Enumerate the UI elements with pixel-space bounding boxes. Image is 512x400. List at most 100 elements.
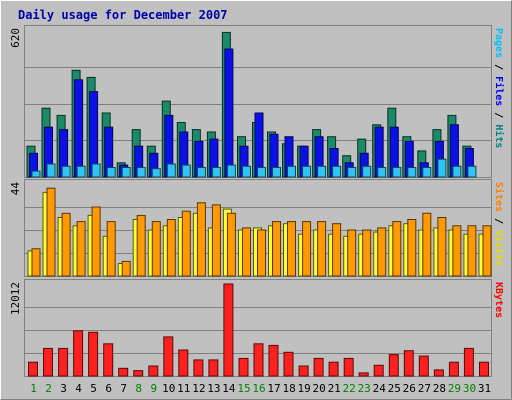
bar-sites-day-19 bbox=[302, 221, 312, 277]
bar-sites-day-5 bbox=[91, 206, 101, 277]
x-tick-label-day-6: 6 bbox=[105, 382, 112, 395]
bar-pages-day-18 bbox=[287, 165, 296, 178]
bar-kbytes-day-17 bbox=[268, 344, 279, 377]
x-tick-label-day-19: 19 bbox=[297, 382, 310, 395]
x-tick-label-day-31: 31 bbox=[478, 382, 491, 395]
bar-pages-day-27 bbox=[422, 167, 432, 178]
series-legend-label: Sites / Visits bbox=[493, 182, 505, 266]
legend-part: / bbox=[493, 106, 504, 124]
bar-sites-day-23 bbox=[362, 229, 372, 277]
bar-kbytes-day-18 bbox=[283, 351, 294, 377]
bar-sites-day-3 bbox=[61, 212, 71, 277]
bar-pages-day-2 bbox=[46, 163, 56, 178]
bar-pages-day-10 bbox=[166, 163, 176, 178]
y-max-label: 620 bbox=[9, 28, 22, 48]
bar-kbytes-day-7 bbox=[118, 367, 129, 377]
bar-pages-day-19 bbox=[302, 165, 312, 178]
bar-sites-day-16 bbox=[257, 229, 266, 277]
x-tick-label-day-9: 9 bbox=[150, 382, 157, 395]
bar-sites-day-18 bbox=[287, 221, 296, 277]
bar-kbytes-day-26 bbox=[403, 350, 414, 377]
x-tick-label-day-22: 22 bbox=[343, 382, 356, 395]
x-tick-label-day-13: 13 bbox=[207, 382, 220, 395]
bar-kbytes-day-3 bbox=[58, 347, 69, 377]
legend-part: Files bbox=[493, 76, 505, 106]
bar-kbytes-day-27 bbox=[418, 355, 429, 377]
x-tick-label-day-10: 10 bbox=[162, 382, 175, 395]
bar-sites-day-7 bbox=[121, 260, 131, 277]
bar-pages-day-22 bbox=[347, 167, 357, 178]
bar-sites-day-2 bbox=[46, 187, 56, 277]
y-max-label: 12012 bbox=[9, 282, 22, 315]
legend-part: Pages bbox=[493, 28, 504, 58]
panel-border bbox=[24, 279, 492, 377]
x-tick-label-day-4: 4 bbox=[75, 382, 82, 395]
bar-pages-day-7 bbox=[121, 167, 131, 178]
bar-kbytes-day-15 bbox=[238, 357, 249, 377]
bar-sites-day-29 bbox=[452, 225, 462, 277]
bar-kbytes-day-12 bbox=[193, 359, 204, 377]
bar-pages-day-30 bbox=[467, 165, 477, 178]
x-tick-label-day-14: 14 bbox=[222, 382, 236, 395]
bar-kbytes-day-31 bbox=[479, 361, 489, 377]
bar-pages-day-12 bbox=[196, 167, 206, 178]
legend-part: KBytes bbox=[493, 282, 504, 318]
bar-sites-day-30 bbox=[467, 225, 477, 277]
legend-part: Sites bbox=[493, 182, 505, 212]
bar-kbytes-day-10 bbox=[163, 336, 174, 377]
bar-kbytes-day-16 bbox=[253, 343, 264, 377]
bar-pages-day-9 bbox=[151, 168, 161, 178]
x-tick-label-day-29: 29 bbox=[448, 382, 461, 395]
bar-kbytes-day-1 bbox=[28, 361, 38, 377]
x-tick-label-day-28: 28 bbox=[433, 382, 446, 395]
x-tick-label-day-1: 1 bbox=[30, 382, 37, 395]
bar-sites-day-6 bbox=[106, 221, 116, 277]
bar-pages-day-16 bbox=[257, 167, 266, 178]
bar-pages-day-26 bbox=[407, 167, 417, 178]
bar-sites-day-11 bbox=[181, 210, 191, 277]
bar-kbytes-day-22 bbox=[343, 357, 354, 377]
bar-sites-day-8 bbox=[136, 214, 146, 277]
x-tick-label-day-17: 17 bbox=[267, 382, 280, 395]
x-tick-label-day-7: 7 bbox=[120, 382, 127, 395]
legend-part: Hits bbox=[493, 124, 505, 148]
bar-kbytes-day-5 bbox=[88, 331, 99, 377]
x-tick-label-day-18: 18 bbox=[282, 382, 295, 395]
panel-pages-files-hits: 620 Pages / Files / Hits bbox=[9, 25, 505, 178]
bar-sites-day-24 bbox=[377, 227, 387, 277]
bar-sites-day-10 bbox=[166, 219, 176, 277]
bar-sites-day-26 bbox=[407, 219, 417, 277]
bar-sites-day-12 bbox=[196, 202, 206, 277]
panel-kbytes: 12012 KBytes bbox=[9, 279, 504, 377]
bar-pages-day-11 bbox=[181, 164, 191, 178]
bar-pages-day-4 bbox=[76, 165, 86, 178]
bar-pages-day-24 bbox=[377, 167, 387, 178]
series-legend-label: Pages / Files / Hits bbox=[493, 28, 505, 148]
x-tick-label-day-25: 25 bbox=[388, 382, 401, 395]
series-legend-label: KBytes bbox=[493, 282, 504, 318]
bar-pages-day-8 bbox=[136, 167, 146, 178]
x-tick-label-day-16: 16 bbox=[252, 382, 265, 395]
bar-sites-day-27 bbox=[422, 212, 432, 277]
bar-sites-day-22 bbox=[347, 229, 357, 277]
x-axis-labels: 1 2 3 4 5 6 7 8 9 10 11 12 13 14 15 16 17 18 19 20 21 22 23 24 2… bbox=[30, 382, 491, 395]
bar-kbytes-day-28 bbox=[433, 369, 444, 377]
bar-kbytes-day-24 bbox=[373, 364, 384, 377]
bar-sites-day-9 bbox=[151, 221, 161, 277]
bar-kbytes-day-19 bbox=[298, 365, 309, 377]
x-tick-label-day-11: 11 bbox=[177, 382, 190, 395]
bar-sites-day-14 bbox=[226, 212, 236, 277]
bar-kbytes-day-9 bbox=[148, 365, 159, 377]
bar-sites-day-25 bbox=[392, 221, 402, 277]
x-tick-label-day-23: 23 bbox=[358, 382, 371, 395]
x-tick-label-day-12: 12 bbox=[192, 382, 205, 395]
bar-pages-day-3 bbox=[61, 165, 71, 178]
bar-pages-day-21 bbox=[332, 165, 342, 178]
bar-kbytes-day-11 bbox=[178, 349, 189, 377]
bar-sites-day-15 bbox=[242, 227, 251, 277]
bar-pages-day-13 bbox=[211, 167, 221, 178]
x-tick-label-day-15: 15 bbox=[237, 382, 250, 395]
bar-kbytes-day-14 bbox=[223, 283, 234, 377]
x-tick-label-day-2: 2 bbox=[45, 382, 52, 395]
x-tick-label-day-27: 27 bbox=[418, 382, 431, 395]
